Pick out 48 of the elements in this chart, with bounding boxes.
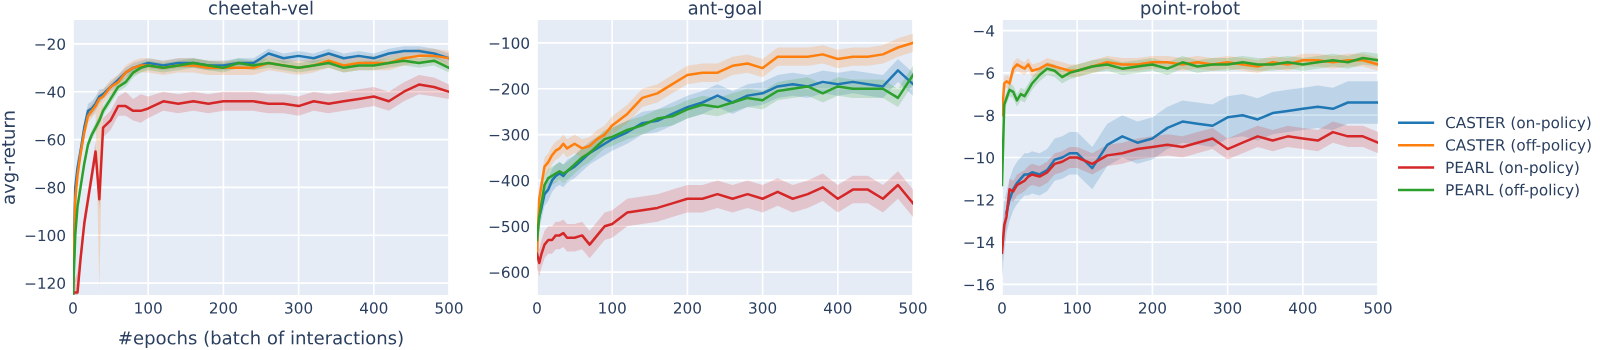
x-tick-label: 500: [899, 302, 927, 314]
line-series: [537, 183, 913, 265]
y-tick-label: −40: [35, 86, 66, 98]
y-tick-label: −100: [489, 37, 530, 49]
legend-label: PEARL (off-policy): [1446, 183, 1579, 199]
y-tick-label: −4: [974, 25, 995, 37]
y-tick-label: −6: [974, 67, 995, 79]
x-tick-label: 0: [998, 302, 1006, 314]
x-tick-label: 300: [285, 302, 313, 314]
x-tick-label: 100: [135, 302, 162, 314]
x-tick-label: 400: [823, 302, 852, 314]
chart-title: cheetah-vel: [208, 0, 313, 15]
y-tick-label: −20: [35, 38, 66, 50]
y-axis-title: avg-return: [2, 111, 19, 204]
x-tick-label: 300: [1214, 302, 1242, 314]
y-tick-label: −60: [35, 134, 66, 146]
x-tick-label: 100: [1064, 302, 1091, 314]
y-tick-label: −10: [964, 151, 995, 164]
x-tick-label: 500: [1364, 302, 1392, 314]
x-tick-label: 200: [1138, 302, 1166, 314]
line-series: [1005, 101, 1378, 214]
x-tick-label: 400: [359, 302, 388, 314]
y-tick-label: −12: [964, 194, 994, 206]
y-tick-label: −14: [964, 236, 995, 248]
legend-label: CASTER (off-policy): [1445, 138, 1591, 154]
x-tick-label: 400: [1288, 302, 1317, 314]
y-tick-label: −16: [964, 278, 995, 291]
x-tick-label: 300: [749, 302, 777, 314]
legend-label: CASTER (on-policy): [1445, 116, 1591, 132]
y-tick-label: −120: [25, 277, 66, 290]
x-tick-label: 100: [599, 302, 626, 314]
chart-title: point-robot: [1141, 0, 1240, 19]
x-tick-label: 200: [209, 302, 237, 314]
y-tick-label: −8: [974, 109, 995, 122]
y-tick-label: −500: [489, 220, 530, 233]
x-tick-label: 0: [533, 302, 541, 314]
y-tick-label: −600: [489, 266, 530, 279]
chart-title: ant-goal: [688, 0, 761, 19]
y-tick-label: −300: [489, 129, 530, 141]
x-tick-label: 200: [673, 302, 701, 314]
y-tick-label: −80: [35, 181, 66, 194]
x-tick-label: 500: [435, 302, 463, 314]
y-tick-label: −400: [489, 174, 530, 187]
legend-label: PEARL (on-policy): [1446, 161, 1579, 177]
y-tick-label: −200: [489, 83, 530, 95]
x-tick-label: 0: [69, 302, 77, 314]
y-tick-label: −100: [25, 229, 66, 242]
x-axis-title: #epochs (batch of interactions): [119, 330, 403, 349]
